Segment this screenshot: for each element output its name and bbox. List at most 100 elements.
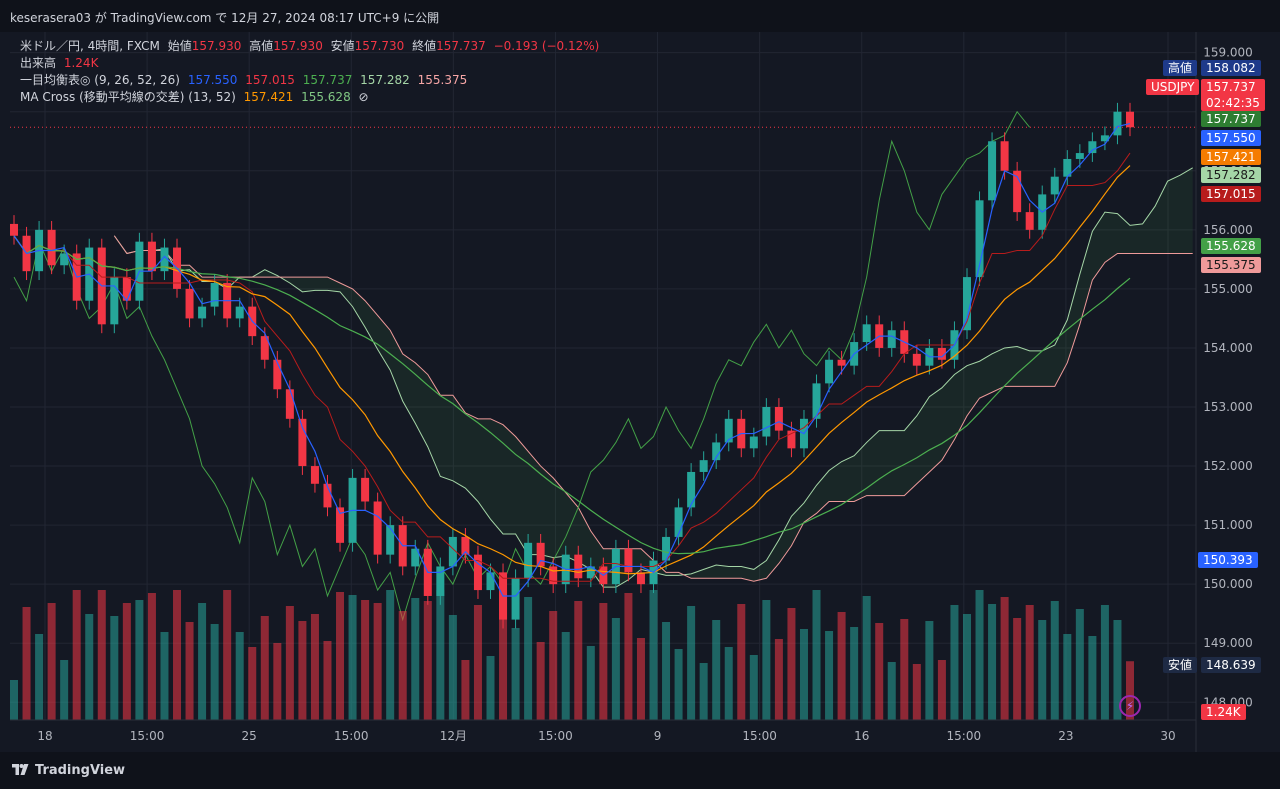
volume-bar	[361, 600, 370, 720]
publish-header: keserasera03 が TradingView.com で 12月 27,…	[0, 0, 1280, 32]
volume-bar	[636, 638, 645, 720]
flash-icon[interactable]: ⚡	[1119, 695, 1141, 717]
candle-body	[825, 359, 834, 384]
hidden-eye-icon[interactable]: ⊘	[358, 90, 369, 104]
open-value: 157.930	[191, 39, 242, 53]
y-tick-label: 155.000	[1203, 282, 1253, 296]
ma-cross-label: MA Cross (移動平均線の交差) (13, 52)	[20, 90, 236, 104]
volume-tag: 1.24K	[1201, 704, 1246, 720]
volume-bar	[1063, 634, 1072, 720]
volume-bar	[423, 601, 432, 720]
volume-bar	[687, 606, 696, 720]
volume-bar	[1050, 601, 1059, 720]
x-tick-label: 30	[1160, 729, 1175, 743]
volume-bar	[937, 660, 946, 720]
candle-body	[273, 359, 282, 390]
volume-bar	[210, 624, 219, 720]
low-label: 安値	[330, 39, 355, 53]
volume-bar	[499, 590, 508, 720]
volume-bar	[912, 664, 921, 720]
volume-bar	[599, 603, 608, 720]
volume-bar	[787, 608, 796, 720]
volume-bar	[875, 623, 884, 720]
close-label: 終値	[412, 39, 437, 53]
x-tick-label: 15:00	[334, 729, 369, 743]
candle-body	[837, 359, 846, 366]
candle-body	[536, 542, 545, 567]
ichimoku-legend-row: 一目均衡表◎ (9, 26, 52, 26) 157.550 157.015 1…	[20, 72, 603, 89]
volume-bar	[762, 600, 771, 720]
span-a-tag: 157.282	[1201, 167, 1261, 183]
volume-bar	[1088, 636, 1097, 720]
volume-bar	[862, 596, 871, 720]
volume-bar	[436, 590, 445, 720]
volume-bar	[712, 620, 721, 720]
volume-bar	[812, 590, 821, 720]
volume-bar	[22, 607, 31, 720]
volume-bar	[285, 606, 294, 720]
volume-bar	[147, 593, 156, 720]
x-tick-label: 15:00	[947, 729, 982, 743]
volume-bar	[1025, 605, 1034, 720]
volume-bar	[47, 603, 56, 720]
candle-body	[549, 566, 558, 585]
candle-body	[1075, 153, 1084, 159]
volume-bar	[1075, 609, 1084, 720]
candle-body	[712, 442, 721, 461]
candle-body	[988, 141, 997, 201]
low-value: 157.730	[354, 39, 405, 53]
kijun-value: 157.015	[245, 73, 295, 87]
candle-body	[1126, 111, 1134, 128]
candle-body	[310, 466, 319, 484]
volume-bar	[310, 614, 319, 720]
candle-body	[1088, 141, 1097, 154]
candle-body	[962, 277, 971, 331]
price-chart[interactable]: 159.000158.000157.000156.000155.000154.0…	[0, 32, 1280, 752]
volume-bar	[511, 628, 520, 720]
x-tick-label: 16	[854, 729, 869, 743]
open-label: 始値	[167, 39, 192, 53]
ichimoku-cloud	[114, 167, 1193, 588]
volume-bar	[674, 649, 683, 720]
volume-value: 1.24K	[63, 56, 99, 70]
blue-marker-tag: 150.393	[1198, 552, 1258, 568]
volume-bar	[60, 660, 69, 720]
ma-slow-tag: 155.628	[1201, 238, 1261, 254]
candle-body	[912, 353, 921, 366]
volume-label: 出来高	[20, 56, 57, 70]
candle-body	[235, 306, 244, 319]
candle-body	[386, 525, 395, 555]
volume-bar	[1100, 605, 1109, 720]
x-tick-label: 25	[242, 729, 257, 743]
volume-bar	[586, 646, 595, 720]
volume-bar	[662, 622, 671, 720]
ma-fast-value: 157.421	[243, 90, 294, 104]
footer-bar	[0, 752, 1280, 789]
candle-body	[762, 407, 771, 437]
volume-bar	[323, 641, 332, 720]
volume-bar	[235, 632, 244, 720]
candle-body	[674, 507, 683, 537]
candle-body	[1063, 158, 1072, 177]
symbol-label: 米ドル／円, 4時間, FXCM	[20, 39, 160, 53]
volume-bar	[461, 660, 470, 720]
volume-bar	[336, 592, 345, 720]
countdown-value: 02:42:35	[1206, 96, 1260, 110]
volume-bar	[737, 604, 746, 720]
volume-bar	[223, 590, 232, 720]
candle-body	[1050, 176, 1059, 195]
candle-body	[1113, 111, 1122, 136]
tradingview-logo[interactable]: TradingView	[12, 763, 125, 778]
candle-body	[448, 536, 457, 567]
candle-body	[937, 347, 946, 360]
candle-body	[323, 483, 332, 508]
volume-bar	[524, 597, 533, 720]
candle-body	[636, 572, 645, 585]
volume-bar	[260, 616, 269, 720]
volume-bar	[122, 603, 131, 720]
candle-body	[687, 471, 696, 508]
x-tick-label: 15:00	[130, 729, 165, 743]
volume-bar	[699, 663, 708, 720]
volume-bar	[1126, 661, 1134, 720]
y-tick-label: 154.000	[1203, 341, 1253, 355]
